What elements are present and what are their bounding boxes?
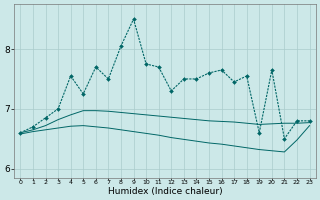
X-axis label: Humidex (Indice chaleur): Humidex (Indice chaleur) <box>108 187 222 196</box>
